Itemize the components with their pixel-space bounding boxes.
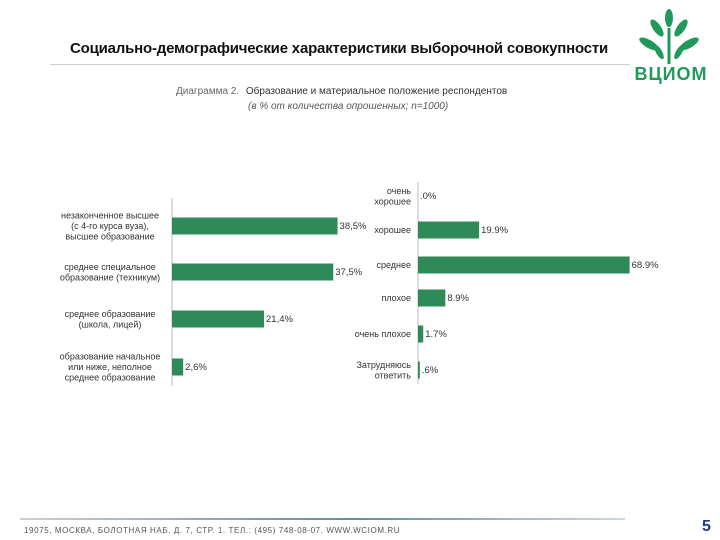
slide-title: Социально-демографические характеристики… bbox=[70, 40, 609, 57]
material-bar bbox=[418, 289, 446, 307]
education-value-label: 38,5% bbox=[340, 221, 367, 232]
education-category-label: незаконченное высшее bbox=[61, 211, 159, 221]
material-value-label: .6% bbox=[422, 365, 439, 376]
education-value-label: 2,6% bbox=[185, 362, 207, 373]
education-category-label: образование начальное bbox=[60, 352, 161, 362]
material-category-label: очень плохое bbox=[355, 329, 411, 339]
chart-subtitle: (в % от количества опрошенных; n=1000) bbox=[248, 101, 449, 112]
material-value-label: 19.9% bbox=[481, 225, 508, 236]
education-bar bbox=[172, 358, 184, 376]
chart-title-prefix: Диаграмма 2. bbox=[176, 86, 240, 97]
education-category-label: среднее специальное bbox=[64, 262, 156, 272]
material-category-label: хорошее bbox=[374, 225, 411, 235]
education-category-label: (школа, лицей) bbox=[79, 319, 142, 329]
material-category-label: хорошее bbox=[374, 196, 411, 206]
chart-title: Диаграмма 2. Образование и материальное … bbox=[176, 86, 507, 97]
education-bar bbox=[172, 263, 334, 281]
education-value-label: 21,4% bbox=[266, 314, 293, 325]
education-category-label: высшее образование bbox=[65, 232, 154, 242]
education-category-label: (с 4-го курса вуза), bbox=[71, 221, 149, 231]
material-category-label: ответить bbox=[375, 370, 412, 380]
material-bar bbox=[418, 361, 420, 379]
material-bar bbox=[418, 221, 480, 239]
footer-divider bbox=[20, 518, 625, 520]
wciom-logo-icon bbox=[639, 9, 699, 64]
material-category-label: очень bbox=[387, 186, 411, 196]
footer-address: 19075, МОСКВА, БОЛОТНАЯ НАБ. Д. 7, СТР. … bbox=[24, 526, 401, 535]
material-value-label: .0% bbox=[420, 191, 437, 202]
header-divider bbox=[50, 64, 630, 65]
education-category-label: среднее образование bbox=[65, 309, 156, 319]
page-number: 5 bbox=[702, 518, 711, 535]
material-value-label: 68.9% bbox=[632, 260, 659, 271]
material-value-label: 8.9% bbox=[447, 293, 469, 304]
logo-text: ВЦИОМ bbox=[634, 64, 708, 84]
material-bar bbox=[418, 256, 630, 274]
material-bar bbox=[418, 325, 424, 343]
material-category-label: среднее bbox=[376, 260, 411, 270]
education-category-label: образование (техникум) bbox=[60, 272, 160, 282]
material-value-label: 1.7% bbox=[425, 329, 447, 340]
chart-title-main: Образование и материальное положение рес… bbox=[245, 86, 508, 97]
education-category-label: среднее образование bbox=[65, 373, 156, 383]
education-bar bbox=[172, 310, 265, 328]
education-category-label: или ниже, неполное bbox=[68, 362, 152, 372]
education-value-label: 37,5% bbox=[335, 267, 362, 278]
material-category-label: плохое bbox=[381, 293, 411, 303]
education-bar bbox=[172, 217, 338, 235]
material-category-label: Затрудняюсь bbox=[356, 360, 411, 370]
